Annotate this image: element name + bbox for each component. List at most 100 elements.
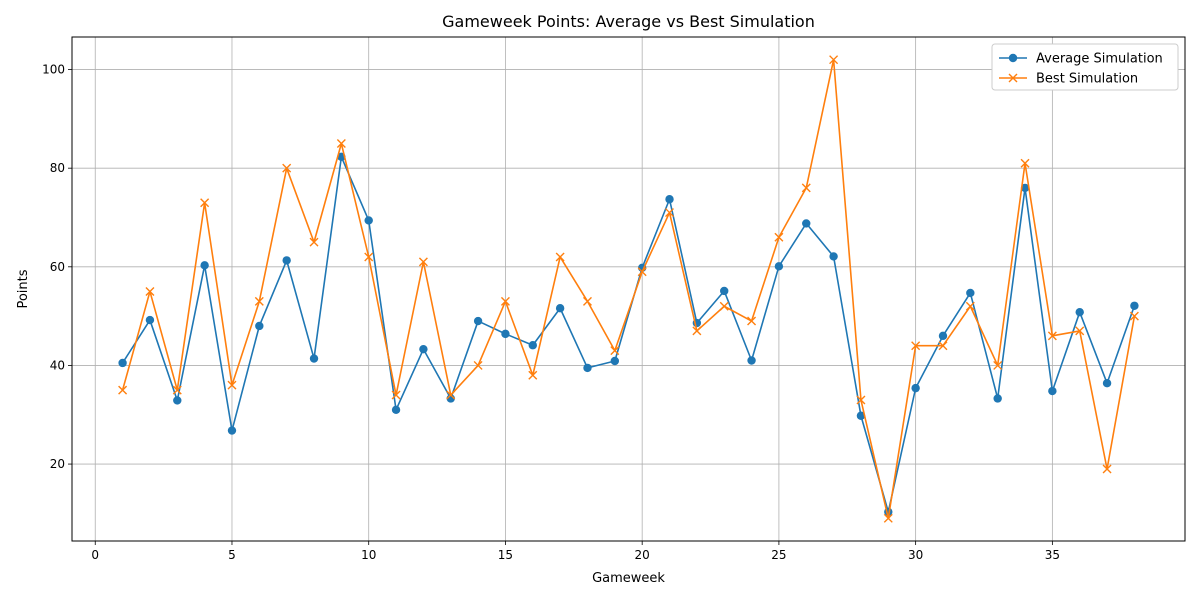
legend: Average Simulation Best Simulation [991,43,1179,91]
data-point [883,513,893,523]
data-point [583,363,592,373]
data-point [309,237,319,247]
data-point [255,321,264,331]
series-line [121,156,1136,513]
data-point [582,296,592,306]
data-point [227,380,237,390]
axes: 0 5 10 15 20 25 30 35 20 40 60 80 100 [42,63,1060,562]
x-tick-label: 10 [361,548,376,562]
data-point [856,411,866,420]
data-point [1020,183,1030,193]
data-point [938,341,948,351]
data-point [747,356,756,365]
legend-item: Best Simulation [999,72,1138,87]
grid [72,37,1185,541]
data-point [637,267,647,277]
data-point [1075,326,1085,336]
data-point [829,55,839,65]
data-point [145,315,155,325]
legend-marker [1008,53,1018,63]
data-point [555,252,565,262]
data-point [1129,311,1139,321]
x-tick-label: 0 [91,548,99,562]
data-point [993,394,1002,403]
data-point [966,288,975,298]
data-point [282,256,291,265]
data-point [118,358,127,368]
data-point [1020,158,1030,168]
data-point [446,390,456,400]
data-point [610,346,620,356]
data-point [555,304,565,313]
chart-title: Gameweek Points: Average vs Best Simulat… [442,12,815,31]
legend-box [991,43,1179,91]
data-point [254,296,264,306]
data-point [1102,378,1112,388]
x-tick-label: 25 [771,548,786,562]
data-point [774,262,784,271]
y-tick-label: 80 [50,161,65,175]
data-point [911,383,920,393]
data-point [336,139,346,149]
data-point [911,341,921,351]
data-point [938,331,948,341]
data-point [665,208,675,218]
data-point [200,261,209,270]
data-point [720,286,729,296]
y-tick-label: 40 [50,358,65,372]
data-point [419,344,428,354]
y-tick-label: 20 [50,457,65,471]
data-point [500,296,510,306]
data-point [1102,464,1112,474]
x-tick-label: 5 [228,548,236,562]
data-point [856,395,866,405]
data-point [774,232,784,242]
data-point [965,301,975,311]
data-point [692,326,702,336]
legend-label: Average Simulation [1036,52,1163,67]
data-point [118,385,128,395]
data-point [802,219,811,228]
data-point [391,405,401,415]
data-point [227,426,237,435]
data-point [473,360,483,370]
plot-frame [71,36,1186,542]
data-point [173,396,182,405]
x-tick-label: 15 [498,548,513,562]
data-point [418,257,428,267]
data-point [1130,301,1139,310]
data-point [719,301,729,311]
data-point [501,329,510,339]
data-point [665,195,674,204]
series-group [118,55,1139,523]
legend-label: Best Simulation [1036,72,1138,87]
x-tick-label: 20 [635,548,650,562]
x-tick-label: 30 [908,548,923,562]
y-tick-label: 60 [50,260,65,274]
data-point [610,356,620,366]
data-point [145,286,155,296]
data-point [528,341,537,350]
data-point [391,390,401,400]
series-best-simulation [118,55,1139,523]
legend-item: Average Simulation [999,52,1163,67]
data-point [1048,386,1057,396]
data-point [1047,331,1057,341]
data-point [993,360,1003,370]
data-point [473,316,483,326]
data-point [1075,307,1084,317]
data-point [801,183,811,193]
legend-marker [1008,73,1018,83]
data-point [309,354,319,363]
y-axis-label: Points [16,269,31,308]
data-point [528,370,538,380]
data-point [364,216,373,225]
y-tick-label: 100 [42,63,65,77]
series-line [121,58,1136,520]
data-point [200,198,210,208]
x-tick-label: 35 [1045,548,1060,562]
x-axis-label: Gameweek [592,571,665,586]
